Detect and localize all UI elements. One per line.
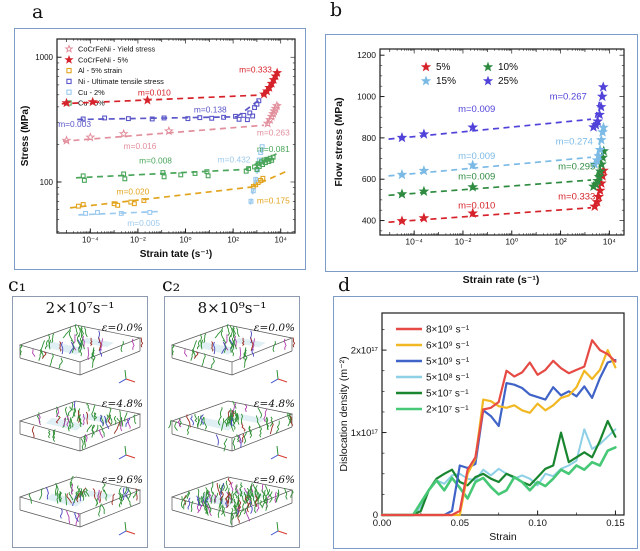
- svg-text:m=0.005: m=0.005: [127, 218, 160, 228]
- panel-d-chart: 0.00 0.05 0.10 0.15 0 1x10¹⁷ 2x10¹⁷Dislocation…: [338, 312, 625, 543]
- svg-text:600: 600: [362, 174, 376, 184]
- svg-text:Flow stress (MPa): Flow stress (MPa): [333, 97, 345, 186]
- svg-text:m=0.009: m=0.009: [458, 104, 495, 115]
- svg-text:Ni - Ultimate tensile stress: Ni - Ultimate tensile stress: [78, 77, 164, 86]
- panel-d-box: 0.00 0.05 0.10 0.15 0 1x10¹⁷ 2x10¹⁷ Dislocation…: [333, 296, 638, 549]
- svg-text:Strain: Strain: [489, 531, 517, 543]
- svg-text:m=0.138: m=0.138: [194, 105, 227, 115]
- svg-text:1000: 1000: [35, 53, 53, 62]
- svg-text:Strain tate (s⁻¹): Strain tate (s⁻¹): [140, 249, 213, 260]
- svg-text:m=0.008: m=0.008: [139, 156, 172, 166]
- svg-text:8×10⁹ s⁻¹: 8×10⁹ s⁻¹: [426, 324, 470, 335]
- svg-text:2×10⁷ s⁻¹: 2×10⁷ s⁻¹: [426, 404, 469, 415]
- panel-c1-title: 2×10⁷s⁻¹: [45, 299, 115, 317]
- svg-text:CoCrFeNi - Yield stress: CoCrFeNi - Yield stress: [78, 45, 156, 54]
- svg-text:1x10¹⁷: 1x10¹⁷: [351, 428, 379, 439]
- panel-c2-box: 8×10⁹s⁻¹ ε=0.0% ε=4.8% ε=9.6%: [164, 296, 300, 548]
- svg-text:0: 0: [373, 510, 378, 521]
- svg-text:25%: 25%: [498, 76, 518, 87]
- svg-text:1200: 1200: [357, 50, 376, 60]
- svg-text:10⁴: 10⁴: [603, 237, 616, 247]
- svg-text:5%: 5%: [436, 62, 451, 73]
- panel-c1-box: 2×10⁷s⁻¹ ε=0.0% ε=4.8% ε=9.6%: [12, 296, 148, 548]
- svg-text:CoCrFeNi - 5%: CoCrFeNi - 5%: [78, 55, 129, 64]
- svg-text:m=0.009: m=0.009: [458, 151, 495, 162]
- svg-text:Stress (MPa): Stress (MPa): [20, 106, 31, 167]
- svg-text:m=0.003: m=0.003: [58, 119, 91, 129]
- svg-text:1000: 1000: [357, 92, 376, 102]
- svg-text:0.15: 0.15: [606, 518, 625, 529]
- panel-a-chart: 10⁻⁴ 10⁻² 10⁰ 10² 10⁴ 100 1000 Stress (MPa) Stra…: [20, 38, 296, 260]
- panel-b-chart: 10⁻⁴ 10⁻² 10⁰ 10² 10⁴ 400 600 800 1000 1200 Flow s…: [333, 48, 625, 247]
- panel-c1-snapshots: ε=0.0% ε=4.8% ε=9.6%: [18, 322, 144, 536]
- svg-text:10⁻²: 10⁻²: [455, 237, 472, 247]
- panel-label-a: a: [32, 1, 44, 23]
- svg-text:m=0.010: m=0.010: [458, 201, 495, 212]
- svg-text:10%: 10%: [498, 62, 518, 73]
- svg-text:2x10¹⁷: 2x10¹⁷: [351, 345, 379, 356]
- svg-text:m=0.010: m=0.010: [138, 88, 171, 98]
- panel-a-box: 10⁻⁴ 10⁻² 10⁰ 10² 10⁴ 100 1000 Stress (MPa) Stra…: [14, 28, 306, 270]
- svg-text:0.10: 0.10: [528, 518, 547, 529]
- svg-text:m=0.009: m=0.009: [458, 172, 495, 183]
- panel-c2-title: 8×10⁹s⁻¹: [197, 299, 267, 317]
- svg-text:m=0.016: m=0.016: [124, 141, 157, 151]
- svg-text:m=0.263: m=0.263: [257, 127, 290, 137]
- panel-label-d: d: [338, 274, 351, 296]
- svg-text:m=0.020: m=0.020: [117, 186, 150, 196]
- svg-text:800: 800: [362, 133, 376, 143]
- svg-text:10²: 10²: [554, 237, 566, 247]
- svg-text:Dislocation density (m⁻²): Dislocation density (m⁻²): [338, 356, 350, 471]
- svg-text:m=0.333: m=0.333: [239, 64, 272, 74]
- svg-text:10⁰: 10⁰: [179, 236, 191, 245]
- svg-text:ε=4.8%: ε=4.8%: [254, 398, 295, 410]
- svg-text:5×10⁷ s⁻¹: 5×10⁷ s⁻¹: [426, 388, 469, 399]
- svg-text:ε=0.0%: ε=0.0%: [102, 322, 143, 334]
- svg-text:ε=9.6%: ε=9.6%: [254, 474, 295, 486]
- svg-text:m=0.432: m=0.432: [218, 154, 251, 164]
- svg-text:m=0.274: m=0.274: [556, 137, 593, 148]
- svg-text:m=0.175: m=0.175: [257, 196, 290, 206]
- svg-text:m=0.295: m=0.295: [558, 161, 595, 172]
- svg-text:m=0.267: m=0.267: [550, 92, 587, 103]
- panel-label-c2: c₂: [162, 274, 181, 296]
- svg-text:0.05: 0.05: [451, 518, 470, 529]
- svg-text:400: 400: [362, 216, 376, 226]
- svg-text:Cu - 2%: Cu - 2%: [78, 88, 105, 97]
- svg-text:ε=0.0%: ε=0.0%: [254, 322, 295, 334]
- panel-label-c1: c₁: [8, 274, 27, 296]
- svg-text:10⁰: 10⁰: [505, 237, 518, 247]
- svg-text:10⁻⁴: 10⁻⁴: [405, 237, 423, 247]
- panel-b-xlabel: Strain rate (s⁻¹): [462, 274, 540, 286]
- svg-text:10⁴: 10⁴: [275, 236, 288, 245]
- svg-text:100: 100: [40, 178, 54, 187]
- svg-text:5×10⁸ s⁻¹: 5×10⁸ s⁻¹: [426, 372, 470, 383]
- panel-c2-snapshots: ε=0.0% ε=4.8% ε=9.6%: [168, 322, 296, 536]
- svg-text:10²: 10²: [227, 236, 239, 245]
- svg-text:15%: 15%: [436, 76, 456, 87]
- panel-b-box: 10⁻⁴ 10⁻² 10⁰ 10² 10⁴ 400 600 800 1000 1200 Flow s…: [325, 34, 638, 272]
- svg-text:10⁻²: 10⁻²: [130, 236, 146, 245]
- svg-text:Al - 5% strain: Al - 5% strain: [78, 66, 122, 75]
- svg-text:ε=4.8%: ε=4.8%: [102, 398, 143, 410]
- svg-text:ε=9.6%: ε=9.6%: [102, 474, 143, 486]
- svg-text:5×10⁹ s⁻¹: 5×10⁹ s⁻¹: [426, 356, 470, 367]
- svg-text:0.00: 0.00: [373, 518, 392, 529]
- panel-label-b: b: [330, 0, 343, 21]
- svg-text:6×10⁹ s⁻¹: 6×10⁹ s⁻¹: [426, 340, 470, 351]
- svg-text:m=0.081: m=0.081: [257, 144, 290, 154]
- svg-text:m=0.333: m=0.333: [558, 192, 595, 203]
- svg-text:10⁻⁴: 10⁻⁴: [82, 236, 99, 245]
